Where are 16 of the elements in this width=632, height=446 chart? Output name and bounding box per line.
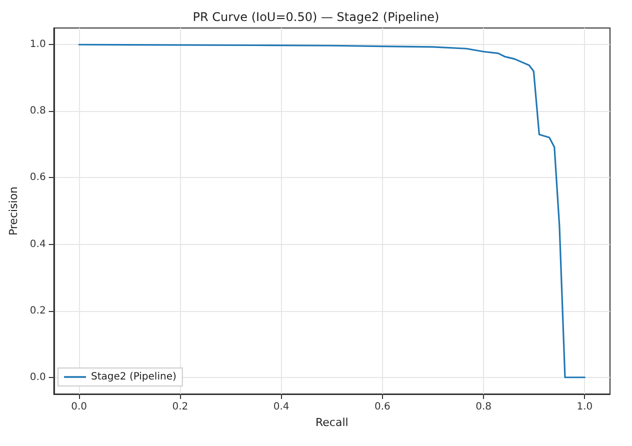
x-tick-label: 0.2: [172, 402, 188, 412]
y-axis-title: Precision: [7, 186, 20, 236]
x-tick-label: 0.6: [374, 402, 390, 412]
x-tick-label: 0.8: [476, 402, 492, 412]
x-tick-label: 0.4: [273, 402, 290, 412]
legend-label: Stage2 (Pipeline): [91, 372, 176, 382]
y-tick-label: 0.2: [30, 305, 46, 316]
y-tick-label: 0.6: [30, 172, 46, 184]
x-axis-title: Recall: [315, 416, 348, 429]
chart-title: PR Curve (IoU=0.50) — Stage2 (Pipeline): [192, 10, 440, 24]
y-tick-label: 1.0: [30, 39, 46, 50]
y-tick-label: 0.4: [30, 238, 46, 250]
x-tick-label: 1.0: [576, 402, 593, 412]
x-tick-label: 0.0: [71, 402, 88, 412]
y-tick-label: 0.8: [30, 106, 46, 117]
y-tick-label: 0.0: [30, 372, 46, 383]
